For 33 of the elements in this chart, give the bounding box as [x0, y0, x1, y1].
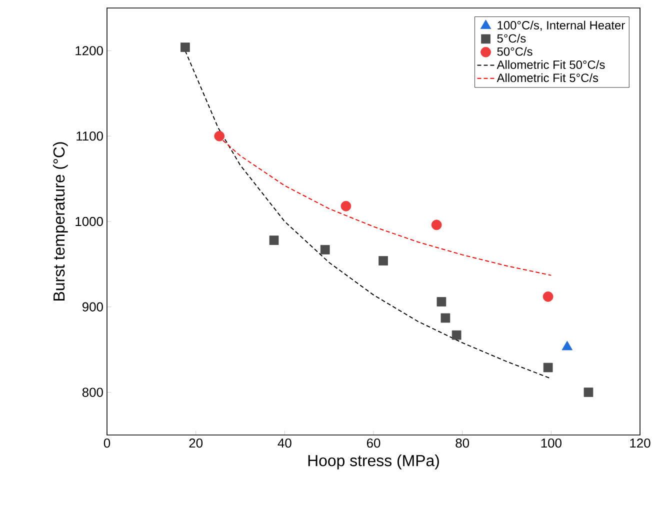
- point: [584, 388, 594, 397]
- point: [543, 362, 553, 372]
- point: [452, 330, 462, 340]
- x-axis-title: Hoop stress (MPa): [308, 454, 439, 470]
- x-tick-label: 60: [366, 438, 380, 448]
- point: [378, 256, 388, 266]
- point: [214, 130, 225, 142]
- point: [180, 42, 190, 52]
- y-tick-label: 1200: [76, 46, 103, 56]
- x-tick-label: 40: [278, 438, 292, 448]
- y-tick-label: 1100: [76, 132, 103, 141]
- x-tick-label: 0: [104, 438, 110, 448]
- point: [562, 340, 573, 350]
- point: [431, 220, 442, 230]
- point: [440, 313, 450, 323]
- legend-label: 100°C/s, Internal Heater: [498, 20, 625, 31]
- point: [436, 297, 446, 306]
- legend-label: Allometric Fit 5°C/s: [496, 73, 598, 82]
- legend-label: 50°C/s: [497, 47, 532, 56]
- x-tick-label: 120: [630, 438, 650, 448]
- y-tick-label: 900: [82, 302, 103, 312]
- point: [340, 200, 352, 212]
- y-tick-label: 800: [82, 388, 103, 397]
- point: [269, 236, 279, 245]
- y-axis-title: Burst temperature (°C): [52, 142, 68, 300]
- point: [542, 291, 554, 302]
- x-tick-label: 100: [541, 438, 562, 448]
- legend-label: 5°C/s: [497, 34, 526, 43]
- point: [320, 245, 330, 254]
- y-tick-label: 1000: [76, 216, 103, 226]
- x-tick-label: 20: [189, 438, 203, 448]
- legend-label: Allometric Fit 50°C/s: [496, 60, 605, 69]
- x-tick-label: 80: [456, 438, 470, 448]
